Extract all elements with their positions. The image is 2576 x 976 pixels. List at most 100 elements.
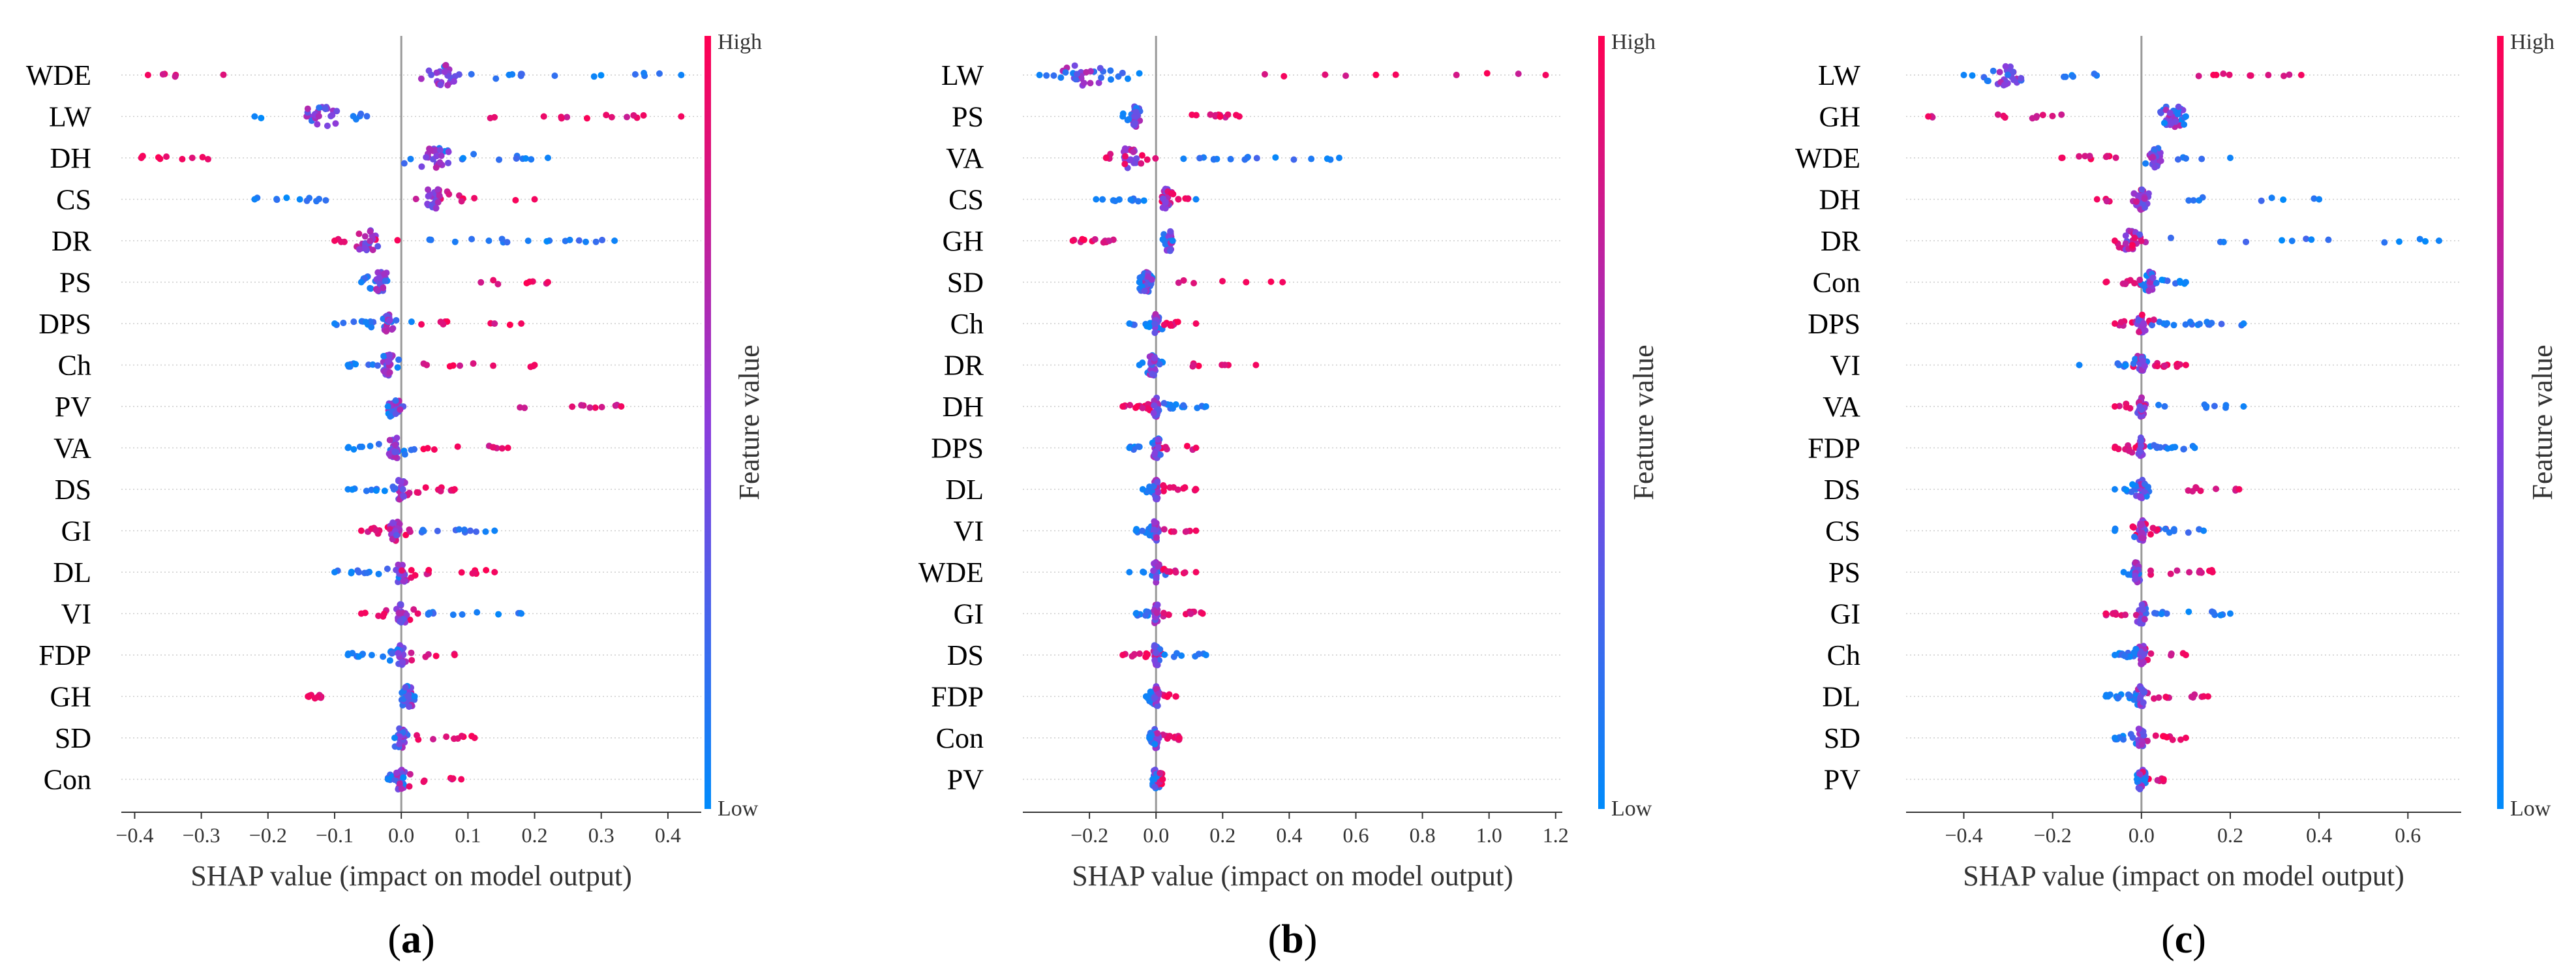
- feature-label: LW: [49, 101, 92, 133]
- shap-point: [408, 649, 415, 656]
- shap-point: [2134, 776, 2141, 783]
- shap-point: [2311, 195, 2318, 202]
- shap-point: [384, 565, 391, 572]
- shap-point: [408, 656, 416, 663]
- feature-points-CS: [1093, 185, 1200, 212]
- shap-point: [551, 72, 558, 80]
- shap-point: [1136, 361, 1143, 369]
- shap-point: [367, 284, 374, 292]
- shap-point: [189, 154, 196, 161]
- shap-point: [1152, 155, 1159, 162]
- shap-point: [1253, 155, 1260, 162]
- feature-points-VI: [2076, 352, 2189, 374]
- shap-point: [1483, 70, 1491, 77]
- shap-point: [468, 236, 476, 243]
- shap-point: [1996, 69, 2003, 76]
- colorbar-high-label: High: [1611, 30, 1656, 54]
- shap-point: [1151, 450, 1159, 457]
- shap-point: [451, 73, 459, 80]
- shap-point: [391, 448, 399, 455]
- feature-label: DR: [52, 225, 92, 257]
- shap-point: [1139, 527, 1146, 534]
- shap-point: [2220, 239, 2227, 246]
- shap-point: [1080, 80, 1087, 87]
- shap-point: [408, 567, 415, 574]
- shap-point: [477, 279, 485, 286]
- shap-point: [1151, 740, 1159, 748]
- shap-point: [316, 104, 323, 112]
- shap-point: [1169, 237, 1176, 244]
- shap-point: [1130, 148, 1137, 155]
- shap-point: [451, 652, 458, 658]
- shap-point: [1174, 650, 1181, 657]
- shap-point: [2243, 238, 2250, 245]
- shap-point: [2163, 734, 2170, 741]
- shap-point: [1261, 70, 1268, 78]
- shap-point: [375, 440, 382, 448]
- shap-point: [2226, 155, 2234, 161]
- shap-point: [468, 70, 475, 78]
- shap-point: [2226, 71, 2233, 78]
- shap-point: [1172, 693, 1179, 700]
- shap-point: [1990, 67, 1997, 74]
- shap-point: [368, 652, 375, 659]
- shap-point: [2138, 529, 2145, 536]
- shap-point: [382, 277, 389, 284]
- shap-point: [445, 159, 452, 166]
- shap-point: [2136, 771, 2144, 778]
- feature-points-VA: [2111, 394, 2247, 420]
- shap-point: [1210, 156, 1217, 163]
- shap-point: [1126, 569, 1133, 575]
- feature-label: PV: [1824, 764, 1860, 796]
- shap-point: [283, 194, 290, 202]
- shap-point: [2102, 610, 2110, 617]
- shap-point: [2139, 358, 2146, 365]
- feature-label: CS: [56, 184, 91, 216]
- feature-points-DH: [1119, 394, 1209, 420]
- shap-point: [395, 650, 402, 657]
- shap-point: [363, 570, 371, 577]
- shap-point: [138, 155, 145, 161]
- shap-point: [1392, 71, 1399, 78]
- shap-point: [2172, 280, 2179, 287]
- shap-point: [1107, 76, 1114, 83]
- shap-point: [395, 609, 402, 617]
- shap-point: [420, 446, 427, 453]
- shap-point: [376, 274, 383, 281]
- feature-label: DH: [50, 142, 91, 174]
- shap-point: [2159, 276, 2166, 283]
- shap-point: [1335, 155, 1342, 161]
- shap-point: [544, 155, 551, 161]
- shap-point: [397, 601, 404, 608]
- panel-label-open: (: [387, 917, 401, 962]
- shap-point: [380, 653, 387, 660]
- shap-point: [1960, 72, 1967, 78]
- shap-point: [2193, 485, 2200, 492]
- shap-point: [374, 287, 382, 294]
- shap-point: [1168, 190, 1175, 197]
- shap-point: [2082, 153, 2089, 160]
- shap-point: [492, 75, 500, 82]
- shap-point: [384, 358, 391, 365]
- shap-point: [1167, 228, 1174, 235]
- shap-point: [391, 453, 399, 461]
- shap-point: [380, 270, 387, 277]
- feature-points-FDP: [1142, 683, 1179, 709]
- shap-point: [1151, 320, 1159, 328]
- shap-point: [400, 577, 407, 585]
- x-tick-label: −0.3: [183, 823, 220, 847]
- shap-point: [1969, 72, 1976, 79]
- shap-point: [1161, 651, 1168, 658]
- shap-point: [631, 71, 639, 78]
- shap-point: [1142, 693, 1149, 700]
- shap-point: [2115, 694, 2122, 701]
- shap-point: [314, 694, 322, 701]
- shap-point: [1267, 278, 1275, 285]
- shap-point: [522, 155, 529, 162]
- feature-points-WDE: [2058, 145, 2234, 171]
- shap-point: [1154, 478, 1161, 485]
- shap-point: [386, 317, 393, 324]
- shap-point: [1342, 72, 1350, 80]
- shap-point: [401, 160, 408, 167]
- feature-label: Con: [44, 764, 91, 796]
